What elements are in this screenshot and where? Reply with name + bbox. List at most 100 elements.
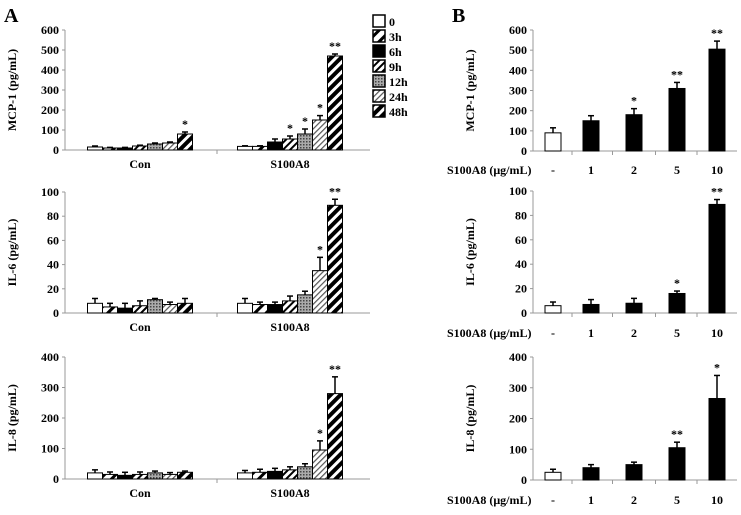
- bar: [132, 305, 148, 314]
- bar: [327, 393, 343, 480]
- bar: [625, 302, 643, 314]
- y-tick-label: 100: [509, 124, 527, 138]
- x-tick-label: 5: [674, 493, 680, 507]
- x-tick-label: 10: [711, 326, 723, 340]
- legend-swatch: [372, 44, 386, 58]
- y-tick-label: 400: [509, 63, 527, 77]
- bar: [312, 270, 328, 314]
- bar: [162, 304, 178, 314]
- y-tick-label: 300: [509, 84, 527, 98]
- legend-label: 3h: [389, 30, 402, 44]
- y-tick-label: 20: [515, 282, 527, 296]
- significance-marker: **: [329, 39, 341, 53]
- significance-marker: *: [317, 426, 323, 440]
- y-tick-label: 0: [521, 144, 527, 158]
- x-axis-label: S100A8 (μg/mL): [447, 163, 531, 177]
- chart-il-8-b: 0 100 200 300 400 IL-8 (pg/mL) S100A8 (μg/mL) -…: [447, 350, 737, 507]
- bar: [162, 142, 178, 151]
- y-tick-label: 600: [41, 23, 59, 37]
- legend-label: 24h: [389, 90, 408, 104]
- bar: [668, 447, 686, 481]
- bar: [625, 114, 643, 152]
- bar: [102, 306, 118, 314]
- significance-marker: *: [317, 242, 323, 256]
- bar: [544, 471, 562, 481]
- significance-marker: *: [317, 101, 323, 115]
- bar: [177, 133, 193, 151]
- bar: [237, 302, 253, 314]
- y-tick-label: 100: [509, 184, 527, 198]
- x-tick-label: 1: [588, 493, 594, 507]
- x-tick-label: Con: [129, 320, 151, 334]
- bar: [252, 304, 268, 314]
- bar: [252, 145, 268, 151]
- bar: [117, 307, 133, 314]
- bar: [544, 132, 562, 152]
- bar: [237, 145, 253, 151]
- y-tick-label: 20: [47, 282, 59, 296]
- bar: [668, 292, 686, 314]
- significance-marker: *: [674, 276, 680, 290]
- y-tick-label: 60: [515, 233, 527, 247]
- bar: [87, 302, 103, 314]
- panel-label-b: B: [452, 5, 465, 27]
- x-tick-label: 10: [711, 493, 723, 507]
- bar: [267, 470, 283, 480]
- y-tick-label: 100: [41, 185, 59, 199]
- bar: [162, 473, 178, 480]
- y-tick-label: 200: [509, 104, 527, 118]
- bar: [87, 146, 103, 151]
- bar: [87, 472, 103, 480]
- y-tick-label: 500: [41, 43, 59, 57]
- y-tick-label: 100: [41, 123, 59, 137]
- y-tick-label: 400: [41, 350, 59, 364]
- significance-marker: **: [671, 67, 683, 81]
- bar: [267, 141, 283, 151]
- x-tick-label: -: [551, 326, 555, 340]
- legend-swatch: [372, 29, 386, 43]
- y-axis-label: IL-8 (pg/mL): [5, 384, 19, 452]
- y-tick-label: 600: [509, 23, 527, 37]
- bar: [177, 302, 193, 314]
- legend-swatch: [372, 74, 386, 88]
- y-tick-label: 0: [53, 472, 59, 486]
- x-tick-label: 5: [674, 326, 680, 340]
- panel-label-a: A: [4, 5, 19, 27]
- x-tick-label: 2: [631, 163, 637, 177]
- legend-label: 6h: [389, 45, 402, 59]
- bar: [582, 120, 600, 152]
- x-tick-label: 5: [674, 163, 680, 177]
- chart-mcp-1-a: 0 100 200 300 400 500 600 MCP-1 (pg/mL) Con * S100…: [5, 23, 370, 171]
- x-tick-label: 2: [631, 326, 637, 340]
- legend-swatch: [372, 59, 386, 73]
- significance-marker: *: [287, 121, 293, 135]
- y-tick-label: 0: [53, 306, 59, 320]
- bar: [708, 203, 726, 314]
- bar: [102, 473, 118, 480]
- bar: [282, 138, 298, 151]
- bar: [668, 87, 686, 152]
- y-tick-label: 60: [47, 233, 59, 247]
- legend-swatch: [372, 89, 386, 103]
- bar: [147, 299, 163, 314]
- x-tick-label: Con: [129, 486, 151, 500]
- bar: [297, 133, 313, 151]
- x-tick-label: S100A8: [270, 320, 309, 334]
- bar: [267, 304, 283, 314]
- bar: [252, 471, 268, 480]
- y-tick-label: 300: [41, 381, 59, 395]
- bar: [282, 300, 298, 314]
- x-tick-label: -: [551, 493, 555, 507]
- y-tick-label: 100: [509, 442, 527, 456]
- x-tick-label: Con: [129, 157, 151, 171]
- significance-marker: **: [329, 362, 341, 376]
- significance-marker: **: [671, 427, 683, 441]
- y-tick-label: 40: [47, 258, 59, 272]
- legend-label: 9h: [389, 60, 402, 74]
- bar: [102, 147, 118, 151]
- y-tick-label: 40: [515, 257, 527, 271]
- y-tick-label: 500: [509, 43, 527, 57]
- y-tick-label: 0: [521, 306, 527, 320]
- x-tick-label: S100A8: [270, 486, 309, 500]
